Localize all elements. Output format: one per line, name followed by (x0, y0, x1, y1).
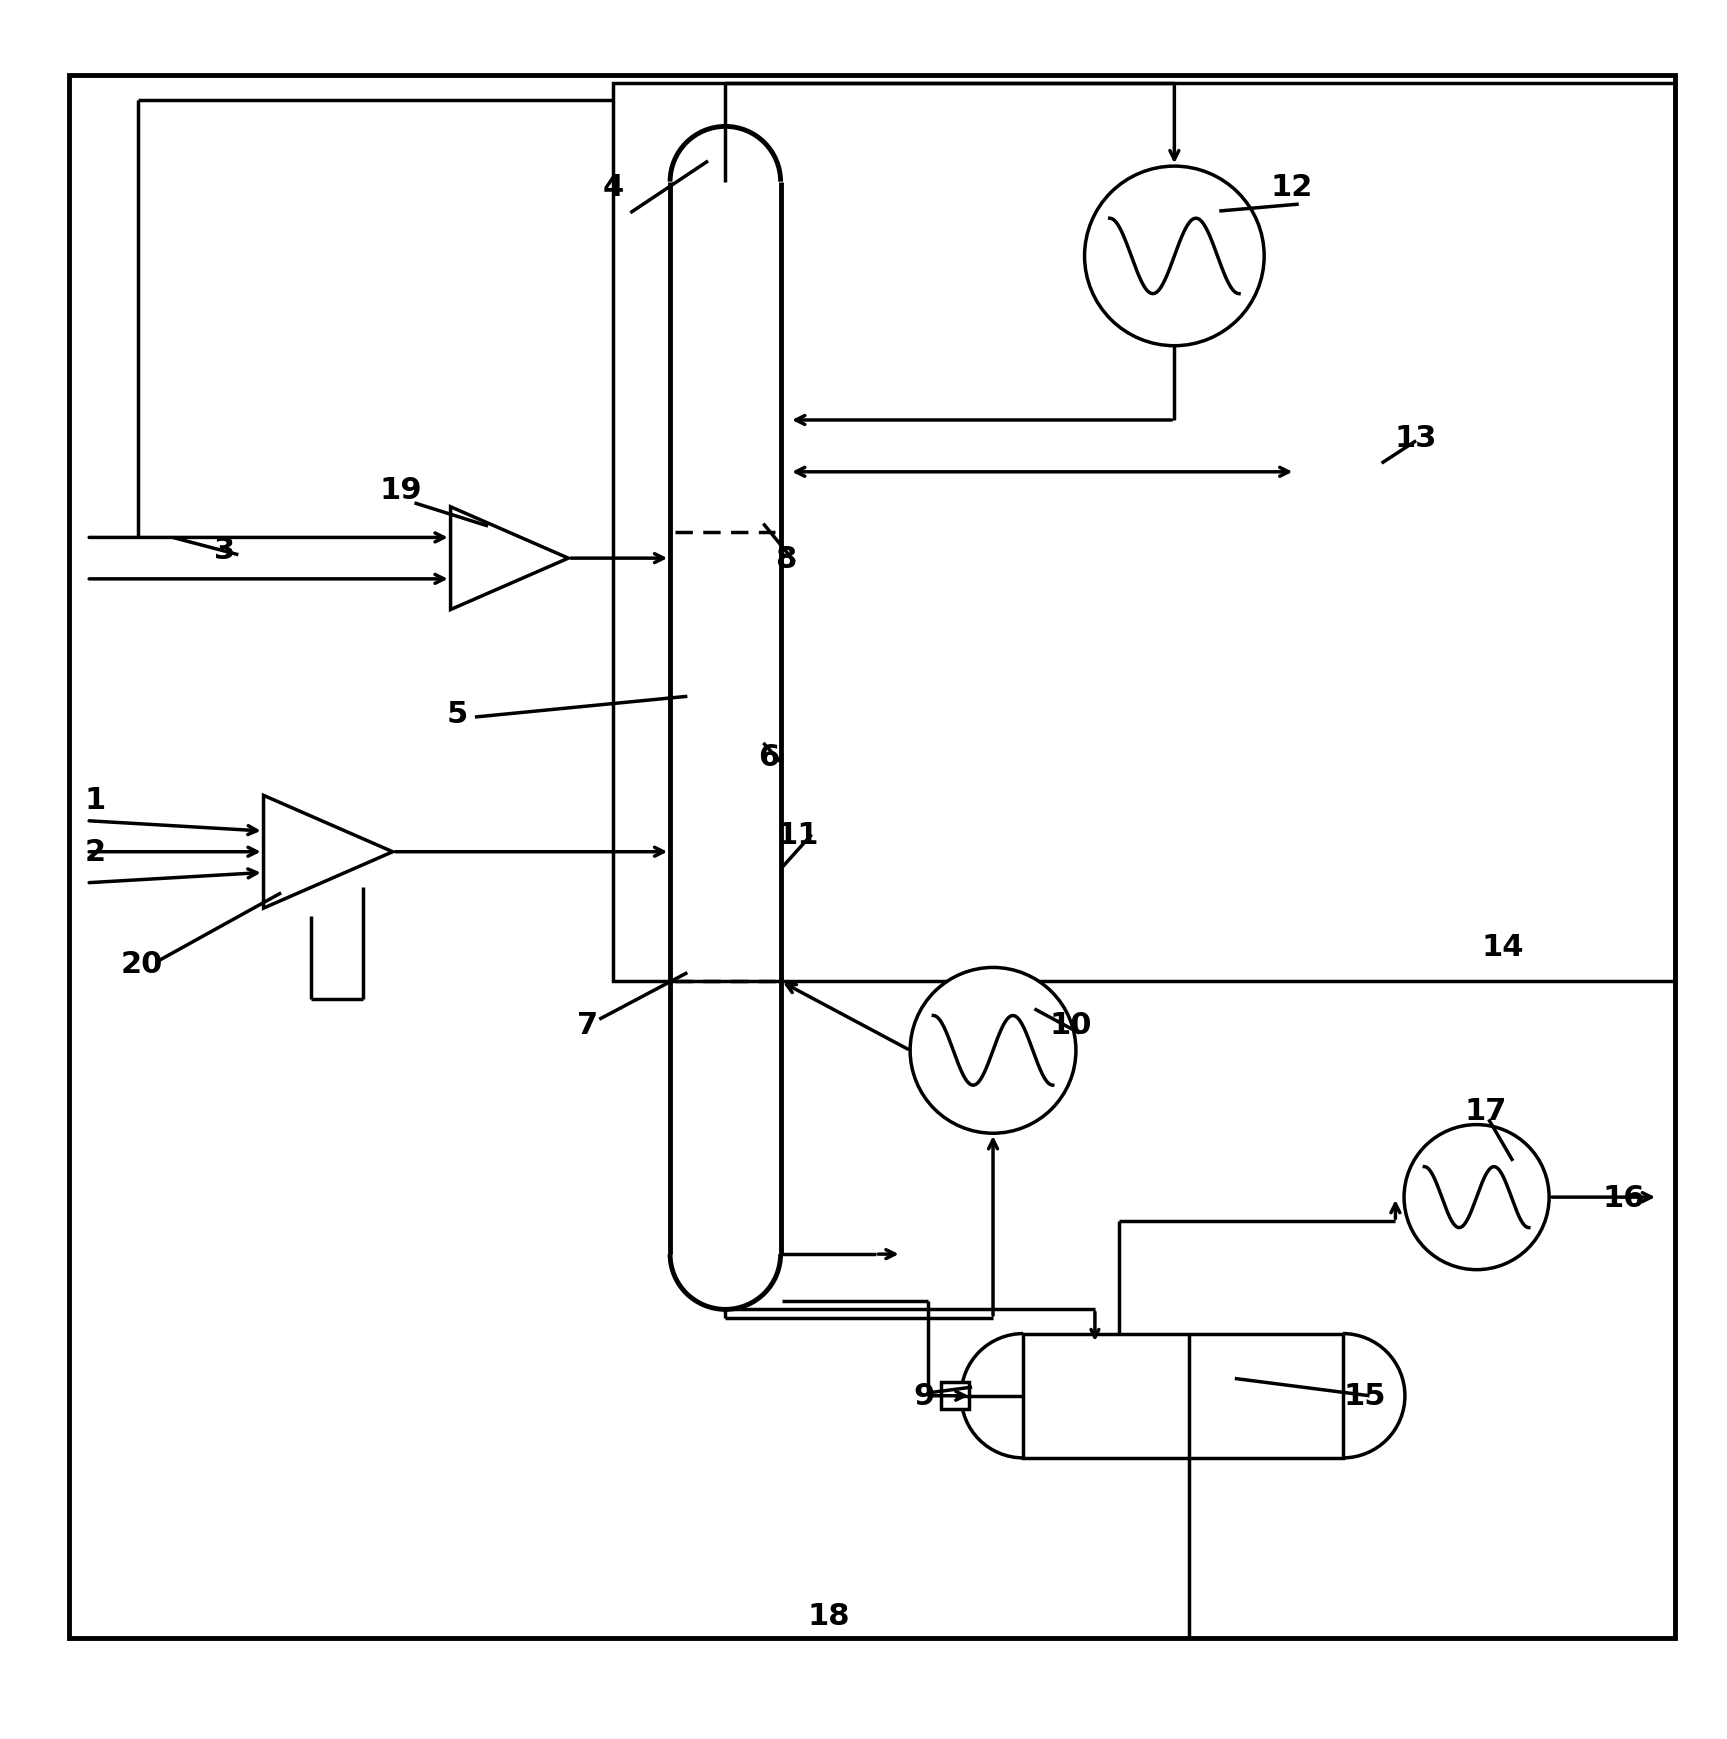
Text: 18: 18 (808, 1600, 850, 1629)
Bar (1022, 1334, 1344, 1457)
Bar (941, 1383, 969, 1410)
Text: 14: 14 (1482, 932, 1523, 962)
Text: 12: 12 (1271, 174, 1313, 202)
Text: 16: 16 (1603, 1183, 1644, 1212)
Polygon shape (451, 508, 568, 610)
Text: 7: 7 (577, 1010, 598, 1040)
Text: 3: 3 (214, 536, 235, 565)
Text: 2: 2 (85, 838, 105, 866)
Polygon shape (264, 796, 392, 908)
Circle shape (1085, 167, 1264, 346)
Bar (613, 83, 1675, 983)
Text: 19: 19 (380, 475, 421, 504)
Text: 6: 6 (758, 743, 779, 772)
Circle shape (910, 969, 1076, 1134)
Text: 9: 9 (914, 1381, 934, 1410)
Text: 11: 11 (777, 821, 819, 849)
Text: 17: 17 (1464, 1097, 1506, 1125)
Text: 20: 20 (121, 949, 162, 979)
Text: 15: 15 (1344, 1381, 1385, 1410)
Circle shape (1404, 1125, 1549, 1269)
Text: 10: 10 (1050, 1010, 1091, 1040)
Text: 4: 4 (603, 174, 623, 202)
Text: 5: 5 (447, 699, 468, 729)
Text: 1: 1 (85, 786, 105, 816)
Text: 13: 13 (1395, 424, 1437, 452)
Text: 8: 8 (775, 544, 796, 574)
